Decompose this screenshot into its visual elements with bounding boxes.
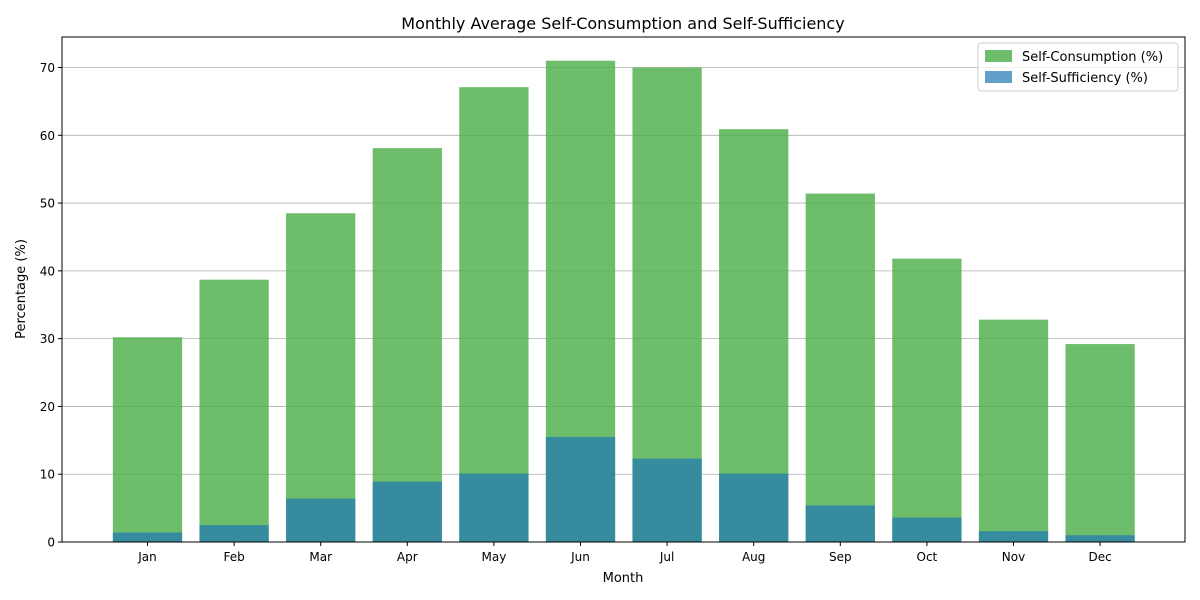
- x-tick-label: Oct: [917, 550, 938, 564]
- bar-self-sufficiency-jan: [112, 532, 183, 542]
- x-tick-label: May: [481, 550, 506, 564]
- bar-self-consumption-aug: [719, 129, 789, 542]
- x-tick-label: Jul: [659, 550, 674, 564]
- x-tick-label: Mar: [309, 550, 332, 564]
- legend-box: [977, 42, 1179, 92]
- bar-self-sufficiency-oct: [892, 517, 962, 542]
- bar-self-sufficiency-mar: [286, 498, 356, 542]
- x-tick-label: Jan: [137, 550, 157, 564]
- bar-self-sufficiency-nov: [978, 531, 1049, 542]
- bar-self-consumption-oct: [892, 258, 962, 542]
- x-axis: Jan Feb Mar Apr May Jun Jul Aug Sep Oct Nov Dec: [137, 542, 1112, 564]
- bar-self-consumption-dec: [1065, 344, 1135, 542]
- bar-self-consumption-apr: [372, 148, 442, 542]
- x-tick-label: Nov: [1002, 550, 1025, 564]
- x-tick-label: Dec: [1088, 550, 1111, 564]
- legend-label-self-consumption: Self-Consumption (%): [1022, 50, 1163, 65]
- self-consumption-bars: [112, 60, 1135, 543]
- y-tick-label: 60: [40, 129, 55, 143]
- bar-self-consumption-feb: [199, 279, 269, 542]
- bar-self-sufficiency-aug: [719, 473, 789, 542]
- y-tick-label: 10: [40, 468, 55, 482]
- bar-self-consumption-sep: [805, 193, 875, 542]
- y-tick-label: 40: [40, 264, 55, 278]
- bar-self-sufficiency-feb: [199, 525, 269, 542]
- x-tick-label: Apr: [397, 550, 418, 564]
- legend-label-self-sufficiency: Self-Sufficiency (%): [1022, 71, 1148, 86]
- legend-swatch-self-consumption: [985, 50, 1012, 62]
- bar-self-sufficiency-dec: [1065, 535, 1135, 542]
- x-tick-label: Aug: [742, 550, 765, 564]
- bar-self-consumption-may: [459, 87, 529, 542]
- y-axis: 0 10 20 30 40 50 60 70: [40, 61, 62, 550]
- bar-self-consumption-nov: [978, 319, 1049, 542]
- self-sufficiency-bars: [112, 436, 1135, 542]
- bar-self-sufficiency-may: [459, 473, 529, 542]
- bar-self-sufficiency-jun: [545, 436, 616, 542]
- bar-self-consumption-mar: [286, 213, 356, 542]
- chart-title: Monthly Average Self-Consumption and Sel…: [401, 14, 844, 33]
- x-axis-label: Month: [603, 571, 644, 586]
- y-tick-label: 20: [40, 400, 55, 414]
- x-tick-label: Jun: [570, 550, 590, 564]
- x-tick-label: Feb: [223, 550, 244, 564]
- legend: Self-Consumption (%) Self-Sufficiency (%…: [977, 42, 1179, 92]
- y-tick-label: 0: [47, 536, 55, 550]
- bar-self-sufficiency-jul: [632, 458, 702, 542]
- bar-self-consumption-jan: [112, 337, 183, 542]
- bar-self-sufficiency-apr: [372, 481, 442, 542]
- bar-self-sufficiency-sep: [805, 505, 875, 542]
- x-tick-label: Sep: [829, 550, 852, 564]
- plot-frame: [61, 36, 1186, 543]
- legend-swatch-self-sufficiency: [985, 71, 1012, 83]
- y-tick-label: 50: [40, 197, 55, 211]
- y-tick-label: 30: [40, 332, 55, 346]
- y-tick-label: 70: [40, 61, 55, 75]
- y-axis-label: Percentage (%): [14, 239, 29, 339]
